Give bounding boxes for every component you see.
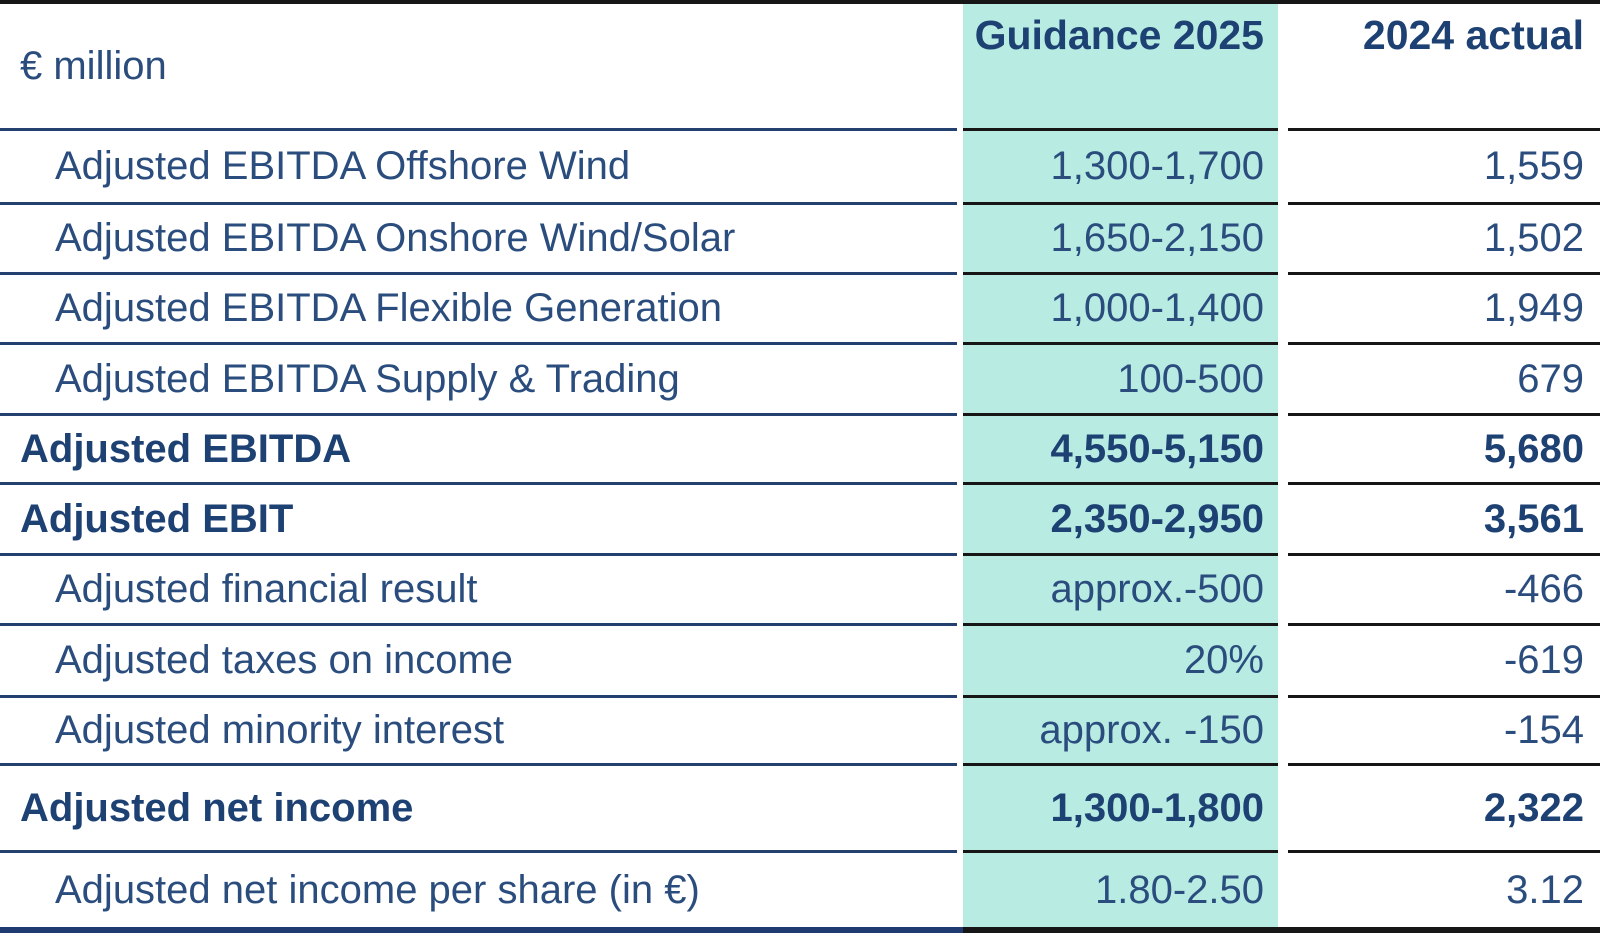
row-label: Adjusted EBITDA Flexible Generation — [0, 272, 957, 342]
table-row: Adjusted financial result approx.-500 -4… — [0, 553, 1600, 623]
guidance-value: approx.-500 — [963, 553, 1278, 623]
table-top-border — [0, 0, 1600, 4]
actual-value: -619 — [1288, 623, 1600, 695]
table-row: Adjusted EBITDA Offshore Wind 1,300-1,70… — [0, 128, 1600, 202]
table-bottom-border — [0, 927, 1600, 933]
guidance-value: approx. -150 — [963, 695, 1278, 763]
row-label: Adjusted EBIT — [0, 482, 957, 553]
row-label: Adjusted taxes on income — [0, 623, 957, 695]
table-row: Adjusted taxes on income 20% -619 — [0, 623, 1600, 695]
table-row-total-net-income: Adjusted net income 1,300-1,800 2,322 — [0, 763, 1600, 850]
table-row: Adjusted EBITDA Onshore Wind/Solar 1,650… — [0, 202, 1600, 272]
row-label: Adjusted EBITDA Offshore Wind — [0, 128, 957, 202]
guidance-value: 1,000-1,400 — [963, 272, 1278, 342]
guidance-value: 100-500 — [963, 342, 1278, 413]
guidance-value: 1,300-1,800 — [963, 763, 1278, 850]
actual-value: 1,502 — [1288, 202, 1600, 272]
bottom-border-left-segment — [0, 927, 963, 933]
actual-value: 1,949 — [1288, 272, 1600, 342]
row-label: Adjusted financial result — [0, 553, 957, 623]
actual-value: 679 — [1288, 342, 1600, 413]
guidance-value: 20% — [963, 623, 1278, 695]
actual-value: -466 — [1288, 553, 1600, 623]
guidance-value: 1,650-2,150 — [963, 202, 1278, 272]
table-row: Adjusted minority interest approx. -150 … — [0, 695, 1600, 763]
table-row-total-ebit: Adjusted EBIT 2,350-2,950 3,561 — [0, 482, 1600, 553]
actual-value: 5,680 — [1288, 413, 1600, 482]
row-label: Adjusted EBITDA — [0, 413, 957, 482]
row-label: Adjusted EBITDA Supply & Trading — [0, 342, 957, 413]
table-row: Adjusted EBITDA Supply & Trading 100-500… — [0, 342, 1600, 413]
table-row: Adjusted net income per share (in €) 1.8… — [0, 850, 1600, 927]
table-header-row: € million Guidance 2025 2024 actual — [0, 4, 1600, 128]
actual-value: 1,559 — [1288, 128, 1600, 202]
column-header-actual: 2024 actual — [1362, 12, 1584, 58]
row-label: Adjusted net income — [0, 763, 957, 850]
row-label: Adjusted minority interest — [0, 695, 957, 763]
row-label: Adjusted net income per share (in €) — [0, 850, 957, 927]
guidance-value: 1,300-1,700 — [963, 128, 1278, 202]
actual-value: 2,322 — [1288, 763, 1600, 850]
table-row: Adjusted EBITDA Flexible Generation 1,00… — [0, 272, 1600, 342]
row-label: Adjusted EBITDA Onshore Wind/Solar — [0, 202, 957, 272]
table-row-total-ebitda: Adjusted EBITDA 4,550-5,150 5,680 — [0, 413, 1600, 482]
guidance-value: 1.80-2.50 — [963, 850, 1278, 927]
column-header-guidance: Guidance 2025 — [963, 4, 1278, 128]
unit-label: € million — [20, 43, 167, 88]
guidance-value: 4,550-5,150 — [963, 413, 1278, 482]
actual-value: 3.12 — [1288, 850, 1600, 927]
actual-value: 3,561 — [1288, 482, 1600, 553]
actual-value: -154 — [1288, 695, 1600, 763]
guidance-value: 2,350-2,950 — [963, 482, 1278, 553]
bottom-border-right-segment — [963, 927, 1600, 933]
